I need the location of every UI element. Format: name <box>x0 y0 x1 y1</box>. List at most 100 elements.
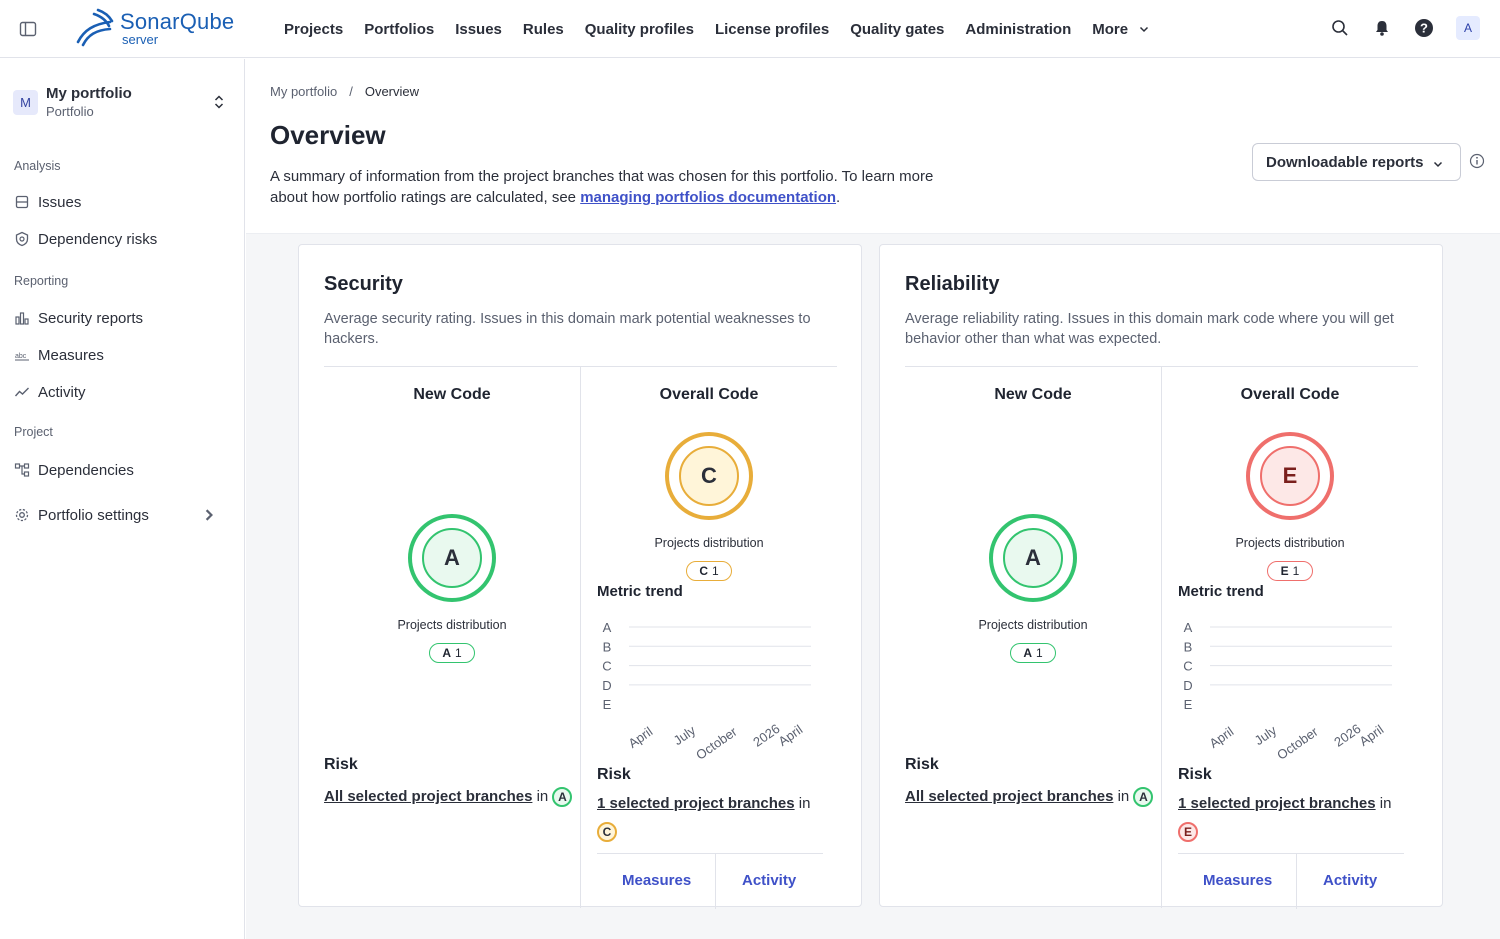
svg-text:?: ? <box>1420 21 1428 36</box>
measures-link[interactable]: Measures <box>1203 872 1273 889</box>
bar-chart-icon <box>15 312 29 325</box>
sidebar-item-label: Activity <box>38 383 86 401</box>
risk-branches-link[interactable]: 1 selected project branches <box>1178 795 1376 812</box>
y-tick-label: E <box>1184 697 1193 712</box>
column-divider <box>1161 366 1162 908</box>
sidebar-item-label: Portfolio settings <box>38 506 149 524</box>
x-tick-label: April <box>775 722 805 749</box>
breadcrumb: My portfolio / Overview <box>270 84 419 99</box>
link-separator <box>715 854 716 909</box>
sidebar-item-issues[interactable]: Issues <box>14 190 229 214</box>
dependencies-icon <box>14 463 30 477</box>
page-title: Overview <box>270 120 386 150</box>
projects-distribution-label: Projects distribution <box>1235 536 1345 550</box>
projects-distribution-label: Projects distribution <box>654 536 764 550</box>
breadcrumb-portfolio[interactable]: My portfolio <box>270 84 338 99</box>
overall-code-rating[interactable]: C <box>665 432 753 520</box>
nav-administration[interactable]: Administration <box>965 20 1072 38</box>
sidebar-item-measures[interactable]: abc Measures <box>14 343 229 367</box>
sidebar-item-security-reports[interactable]: Security reports <box>14 306 229 330</box>
portfolio-switcher[interactable]: M My portfolio Portfolio <box>13 84 228 120</box>
sidebar-item-dependencies[interactable]: Dependencies <box>14 458 229 482</box>
sidebar-item-dependency-risks[interactable]: Dependency risks <box>14 227 229 251</box>
sidebar-item-portfolio-settings[interactable]: Portfolio settings <box>14 503 229 527</box>
projects-distribution-label: Projects distribution <box>397 618 507 632</box>
nav-portfolios[interactable]: Portfolios <box>364 20 435 38</box>
info-icon[interactable] <box>1469 153 1485 174</box>
new-code-rating[interactable]: A <box>989 514 1077 602</box>
nav-quality-gates[interactable]: Quality gates <box>850 20 945 38</box>
downloadable-reports-button[interactable]: Downloadable reports <box>1252 143 1461 181</box>
count: 1 <box>711 564 719 578</box>
rating-letter: E <box>1260 446 1320 506</box>
activity-link[interactable]: Activity <box>742 872 797 889</box>
sidebar-item-label: Issues <box>38 193 82 211</box>
risk-branches-link[interactable]: All selected project branches <box>324 788 533 805</box>
dependency-risk-icon <box>15 231 29 247</box>
nav-rules[interactable]: Rules <box>522 20 564 38</box>
risk-branches-link[interactable]: 1 selected project branches <box>597 795 795 812</box>
y-tick-label: E <box>603 697 612 712</box>
y-tick-label: A <box>603 623 612 635</box>
metric-trend-label: Metric trend <box>597 583 683 600</box>
nav-more[interactable]: More <box>1092 21 1150 38</box>
new-code-rating[interactable]: A <box>408 514 496 602</box>
count: 1 <box>1292 564 1300 578</box>
grade: C <box>699 564 708 578</box>
user-avatar[interactable]: A <box>1456 16 1480 40</box>
activity-icon <box>14 387 29 397</box>
nav-quality-profiles[interactable]: Quality profiles <box>584 20 694 38</box>
reliability-card: Reliability Average reliability rating. … <box>879 244 1443 909</box>
description-end: . <box>836 189 841 206</box>
x-tick-label: April <box>1356 722 1386 749</box>
new-code-heading: New Code <box>994 386 1072 403</box>
risk-rating-badge: E <box>1178 822 1198 843</box>
grade: A <box>1023 646 1032 660</box>
chevron-down-icon <box>1433 161 1443 168</box>
sonarqube-logo[interactable]: SonarQube server <box>74 8 234 48</box>
risk-label: Risk <box>324 756 358 773</box>
activity-link[interactable]: Activity <box>1323 872 1378 889</box>
grade: E <box>1280 564 1289 578</box>
projects-distribution-label: Projects distribution <box>978 618 1088 632</box>
overall-code-rating[interactable]: E <box>1246 432 1334 520</box>
sidebar-item-activity[interactable]: Activity <box>14 380 229 404</box>
metric-trend-label: Metric trend <box>1178 583 1264 600</box>
y-tick-label: D <box>1183 678 1192 693</box>
gear-icon <box>15 508 29 522</box>
risk-branches-link[interactable]: All selected project branches <box>905 788 1114 805</box>
nav-more-label: More <box>1092 20 1129 38</box>
nav-projects[interactable]: Projects <box>284 20 344 38</box>
measures-link[interactable]: Measures <box>622 872 692 889</box>
brand-name: SonarQube <box>120 8 235 34</box>
issues-icon <box>15 195 29 209</box>
bell-icon[interactable] <box>1372 18 1392 38</box>
risk-in: in <box>536 788 549 805</box>
sidebar-item-label: Dependencies <box>38 461 134 479</box>
sidebar-item-label: Security reports <box>38 309 144 327</box>
risk-label: Risk <box>597 766 631 783</box>
y-tick-label: D <box>602 678 611 693</box>
description-text: A summary of information from the projec… <box>270 168 934 206</box>
sidebar-item-label: Dependency risks <box>38 230 158 248</box>
sidebar-toggle-icon[interactable] <box>18 19 38 39</box>
nav-license-profiles[interactable]: License profiles <box>714 20 830 38</box>
card-description: Average security rating. Issues in this … <box>324 311 811 347</box>
search-icon[interactable] <box>1330 18 1350 38</box>
x-tick-label: October <box>1274 724 1321 763</box>
nav-issues[interactable]: Issues <box>455 20 502 38</box>
link-separator <box>1296 854 1297 909</box>
breadcrumb-separator: / <box>349 84 353 99</box>
downloadable-reports-label: Downloadable reports <box>1266 153 1424 171</box>
documentation-link[interactable]: managing portfolios documentation <box>580 189 837 206</box>
help-icon[interactable]: ? <box>1414 18 1434 38</box>
chevron-up-down-icon <box>214 95 224 109</box>
chevron-down-icon <box>1140 26 1149 33</box>
card-title: Reliability <box>905 273 1000 295</box>
risk-in: in <box>1379 795 1392 812</box>
